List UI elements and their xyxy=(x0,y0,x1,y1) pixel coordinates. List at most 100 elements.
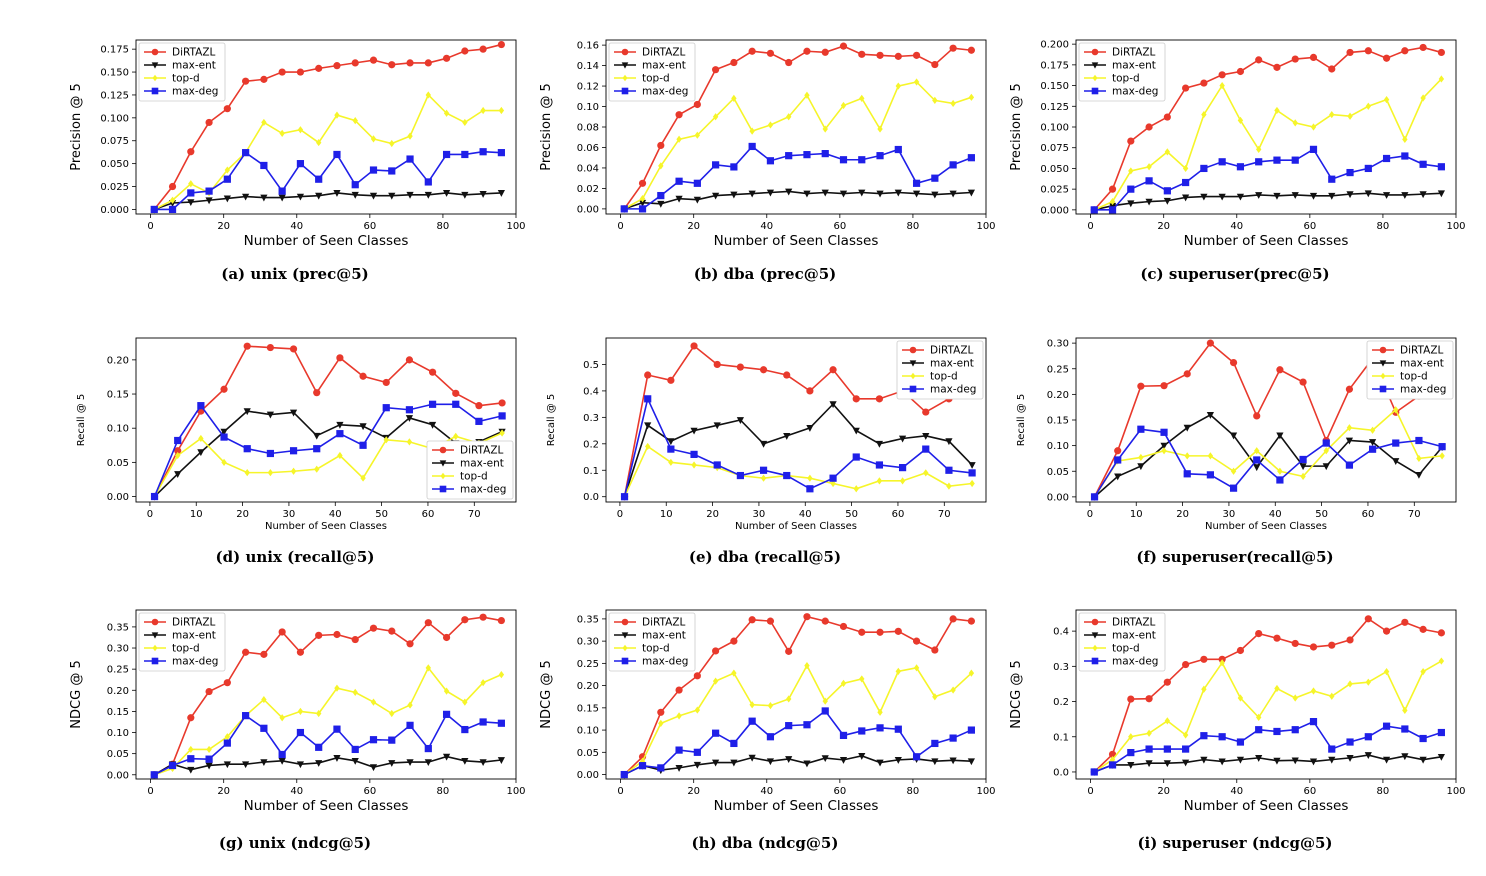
y-tick-label-d-4: 0.20 xyxy=(107,355,129,366)
point-h-DiRTAZL-15 xyxy=(894,627,902,635)
legend-box-a xyxy=(138,42,226,102)
x-axis-label-e: Number of Seen Classes xyxy=(735,521,857,532)
x-tick-label-i-2: 40 xyxy=(1230,786,1243,797)
legend-label-c-max-ent: max-ent xyxy=(1112,60,1156,72)
point-i-max-ent-7 xyxy=(1218,758,1226,766)
point-c-max-deg-9 xyxy=(1255,158,1263,166)
point-c-max-ent-18 xyxy=(1419,191,1427,199)
point-b-top-d-8 xyxy=(767,121,774,129)
legend-marker-f-max-ent xyxy=(1379,360,1387,367)
point-d-top-d-11 xyxy=(406,438,413,446)
point-g-max-ent-18 xyxy=(479,759,487,767)
x-tick-label-h-2: 40 xyxy=(760,786,773,797)
point-c-DiRTAZL-4 xyxy=(1163,113,1171,121)
chart-b: 0 20 40 60 80 100 0.00 0.02 0.04 0.06 0.08 0.10 0.12… xyxy=(539,39,996,249)
point-h-DiRTAZL-17 xyxy=(931,646,939,654)
point-d-max-ent-12 xyxy=(428,421,437,429)
point-g-max-ent-4 xyxy=(223,761,231,769)
point-i-DiRTAZL-15 xyxy=(1364,615,1372,623)
point-h-DiRTAZL-10 xyxy=(803,613,811,621)
point-c-top-d-14 xyxy=(1347,112,1353,120)
legend-label-c-max-deg: max-deg xyxy=(1112,86,1158,98)
chart-g: 0 20 40 60 80 100 0.00 0.05 0.10 0.15 0.20 0.25 0.30… xyxy=(69,609,526,814)
x-tick-label-h-1: 20 xyxy=(687,786,700,797)
point-a-max-ent-13 xyxy=(388,192,396,200)
point-d-max-deg-8 xyxy=(336,430,344,438)
point-f-DiRTAZL-8 xyxy=(1276,366,1284,374)
point-c-DiRTAZL-15 xyxy=(1364,47,1372,55)
point-f-max-deg-4 xyxy=(1183,470,1191,478)
point-a-max-deg-8 xyxy=(296,160,305,168)
y-tick-label-b-7: 0.14 xyxy=(577,61,599,72)
point-g-top-d-11 xyxy=(352,688,358,696)
y-tick-label-h-0: 0.00 xyxy=(577,770,599,781)
point-i-max-deg-6 xyxy=(1200,732,1208,740)
series-line-f-max-deg xyxy=(1093,428,1443,498)
series-line-h-top-d xyxy=(623,663,972,776)
point-i-top-d-11 xyxy=(1292,694,1298,702)
point-c-max-ent-13 xyxy=(1328,192,1336,200)
y-tick-label-a-7: 0.175 xyxy=(100,45,129,56)
y-tick-label-a-0: 0.000 xyxy=(100,205,129,216)
point-h-max-ent-12 xyxy=(839,756,848,764)
point-e-max-deg-0 xyxy=(620,493,629,501)
point-a-DiRTAZL-3 xyxy=(205,118,213,127)
point-i-max-deg-5 xyxy=(1182,745,1190,753)
legend-label-d-max-deg: max-deg xyxy=(460,484,506,496)
point-c-max-ent-14 xyxy=(1346,191,1354,199)
point-b-DiRTAZL-5 xyxy=(712,66,720,74)
point-g-top-d-8 xyxy=(297,707,304,715)
point-h-max-ent-4 xyxy=(693,761,701,769)
legend-marker-e-top-d xyxy=(910,372,916,380)
caption-d: (d) unix (recall@5) xyxy=(215,548,375,566)
point-e-DiRTAZL-5 xyxy=(736,363,744,371)
point-c-max-deg-3 xyxy=(1145,177,1153,185)
point-f-max-deg-11 xyxy=(1345,461,1354,469)
point-d-DiRTAZL-15 xyxy=(498,399,506,407)
point-i-max-ent-18 xyxy=(1419,756,1427,764)
point-i-top-d-15 xyxy=(1365,678,1372,686)
y-tick-label-c-6: 0.150 xyxy=(1040,81,1069,92)
x-tick-label-b-4: 80 xyxy=(907,221,920,232)
point-c-max-ent-2 xyxy=(1127,200,1135,208)
x-tick-label-f-1: 10 xyxy=(1130,509,1143,520)
point-c-max-ent-1 xyxy=(1108,202,1117,210)
point-h-max-deg-17 xyxy=(931,739,939,748)
point-b-max-deg-15 xyxy=(894,145,902,154)
point-h-top-d-3 xyxy=(676,712,682,720)
series-line-g-top-d xyxy=(154,666,502,776)
point-g-DiRTAZL-17 xyxy=(461,616,469,624)
point-c-top-d-8 xyxy=(1237,116,1244,124)
y-axis-label-c: Precision @ 5 xyxy=(1009,83,1024,171)
x-tick-label-e-0: 0 xyxy=(617,509,623,520)
point-h-DiRTAZL-9 xyxy=(785,647,793,655)
x-tick-label-d-2: 20 xyxy=(236,509,249,520)
point-i-max-deg-9 xyxy=(1255,726,1263,734)
point-d-max-ent-7 xyxy=(313,432,321,440)
legend-marker-a-top-d xyxy=(152,74,158,82)
point-i-max-ent-10 xyxy=(1273,757,1281,765)
point-i-top-d-4 xyxy=(1164,717,1171,725)
point-g-max-deg-2 xyxy=(187,755,195,763)
point-e-max-ent-14 xyxy=(945,438,953,446)
point-a-top-d-1 xyxy=(169,196,176,204)
point-g-top-d-2 xyxy=(188,745,194,754)
point-g-max-ent-3 xyxy=(205,762,213,770)
point-g-max-deg-6 xyxy=(260,724,268,732)
legend-label-e-top-d: top-d xyxy=(930,371,958,383)
point-b-DiRTAZL-2 xyxy=(657,141,665,150)
point-e-DiRTAZL-13 xyxy=(922,408,930,416)
point-e-DiRTAZL-8 xyxy=(806,387,814,395)
point-d-max-deg-10 xyxy=(382,404,390,412)
point-c-DiRTAZL-6 xyxy=(1200,79,1208,87)
point-i-DiRTAZL-17 xyxy=(1401,618,1409,626)
legend-marker-b-top-d xyxy=(622,74,628,82)
y-tick-label-c-3: 0.075 xyxy=(1040,143,1069,154)
x-tick-label-a-0: 0 xyxy=(147,221,153,232)
y-tick-label-f-5: 0.25 xyxy=(1047,364,1069,375)
point-b-max-ent-14 xyxy=(876,190,884,198)
point-a-max-ent-17 xyxy=(461,191,469,199)
point-a-max-ent-6 xyxy=(260,194,268,202)
point-h-max-deg-14 xyxy=(876,724,884,732)
legend-marker-c-max-deg xyxy=(1091,87,1099,95)
